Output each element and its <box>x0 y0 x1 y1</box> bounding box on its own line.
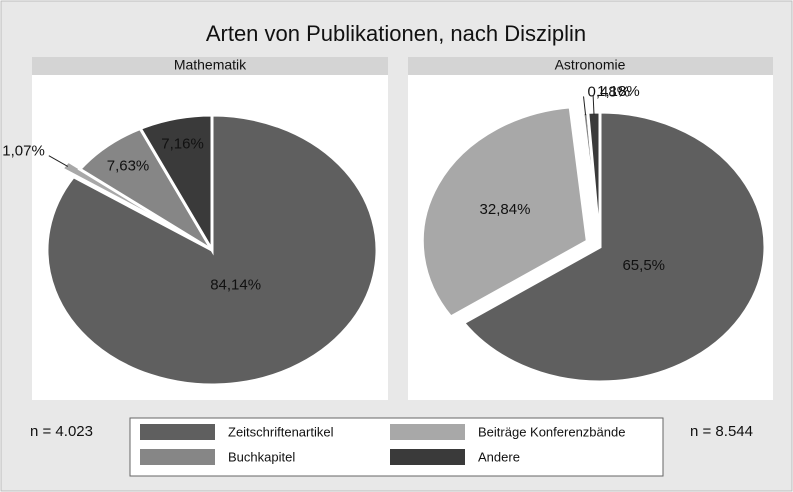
legend-swatch <box>140 449 215 465</box>
legend-label: Andere <box>478 449 520 464</box>
pie-slice <box>461 110 767 384</box>
data-label: 0,48% <box>588 83 631 100</box>
legend-swatch <box>390 449 465 465</box>
pie-slice <box>138 113 214 256</box>
legend-label: Buchkapitel <box>228 449 295 464</box>
data-label: 65,5% <box>622 257 665 274</box>
leader-line <box>592 95 595 115</box>
legend-swatch <box>390 424 465 440</box>
data-label: 1,18% <box>597 83 640 100</box>
panel-header <box>32 57 388 75</box>
data-label: 84,14% <box>210 277 261 294</box>
leader-line <box>48 155 69 167</box>
panel-title: Astronomie <box>555 57 626 73</box>
legend-label: Beiträge Konferenzbände <box>478 424 625 439</box>
data-label: 32,84% <box>480 201 531 218</box>
legend-label: Zeitschriftenartikel <box>228 424 334 439</box>
data-label: 1,07% <box>2 143 45 160</box>
data-label: 7,16% <box>161 136 204 153</box>
annotation: n = 4.023 <box>30 423 93 440</box>
pie-slice <box>420 105 589 319</box>
chart-title: Arten von Publikationen, nach Disziplin <box>206 21 586 46</box>
leader-line <box>583 96 587 116</box>
legend-swatch <box>140 424 215 440</box>
annotation: n = 8.544 <box>690 423 753 440</box>
data-label: 7,63% <box>107 158 150 175</box>
panel-header <box>408 57 773 75</box>
panel-title: Mathematik <box>174 57 247 73</box>
